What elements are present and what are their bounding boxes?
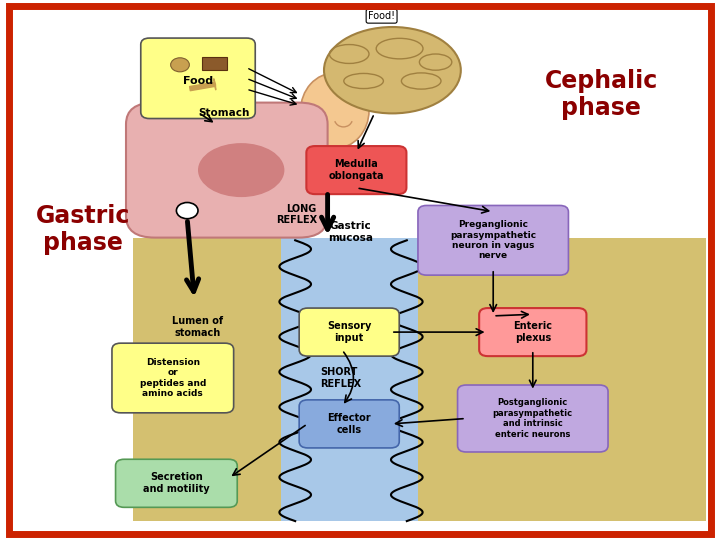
Text: Stomach: Stomach bbox=[198, 109, 249, 118]
FancyBboxPatch shape bbox=[112, 343, 233, 413]
FancyBboxPatch shape bbox=[115, 459, 237, 508]
Bar bbox=[133, 238, 706, 521]
Text: Enteric
plexus: Enteric plexus bbox=[513, 321, 552, 343]
Text: Sensory
input: Sensory input bbox=[327, 321, 372, 343]
Bar bbox=[202, 57, 227, 70]
Text: Effector
cells: Effector cells bbox=[328, 413, 371, 435]
Text: Postganglionic
parasympathetic
and intrinsic
enteric neurons: Postganglionic parasympathetic and intri… bbox=[492, 399, 573, 438]
Text: SHORT
REFLEX: SHORT REFLEX bbox=[320, 367, 361, 389]
Text: Preganglionic
parasympathetic
neuron in vagus
nerve: Preganglionic parasympathetic neuron in … bbox=[450, 220, 536, 260]
Text: Distension
or
peptides and
amino acids: Distension or peptides and amino acids bbox=[140, 358, 206, 398]
FancyArrowPatch shape bbox=[189, 79, 216, 91]
Ellipse shape bbox=[198, 143, 284, 197]
Circle shape bbox=[176, 202, 198, 219]
Text: Food!: Food! bbox=[368, 11, 395, 21]
Text: Food: Food bbox=[183, 76, 213, 86]
Text: Gastric
mucosa: Gastric mucosa bbox=[328, 221, 373, 243]
Circle shape bbox=[171, 58, 189, 72]
FancyBboxPatch shape bbox=[458, 385, 608, 452]
FancyBboxPatch shape bbox=[300, 308, 399, 356]
FancyBboxPatch shape bbox=[300, 400, 399, 448]
Text: Gastric
phase: Gastric phase bbox=[35, 204, 130, 255]
Text: LONG
REFLEX: LONG REFLEX bbox=[276, 204, 317, 225]
Ellipse shape bbox=[324, 27, 461, 113]
Bar bbox=[281, 238, 418, 521]
FancyBboxPatch shape bbox=[141, 38, 256, 119]
FancyBboxPatch shape bbox=[480, 308, 587, 356]
Text: Secretion
and motility: Secretion and motility bbox=[143, 472, 210, 494]
Ellipse shape bbox=[301, 73, 369, 148]
Text: Medulla
oblongata: Medulla oblongata bbox=[328, 159, 384, 181]
Text: Cephalic
phase: Cephalic phase bbox=[544, 69, 658, 120]
FancyBboxPatch shape bbox=[126, 103, 328, 238]
FancyBboxPatch shape bbox=[307, 146, 406, 194]
FancyBboxPatch shape bbox=[418, 205, 569, 275]
Text: Lumen of
stomach: Lumen of stomach bbox=[172, 316, 224, 338]
